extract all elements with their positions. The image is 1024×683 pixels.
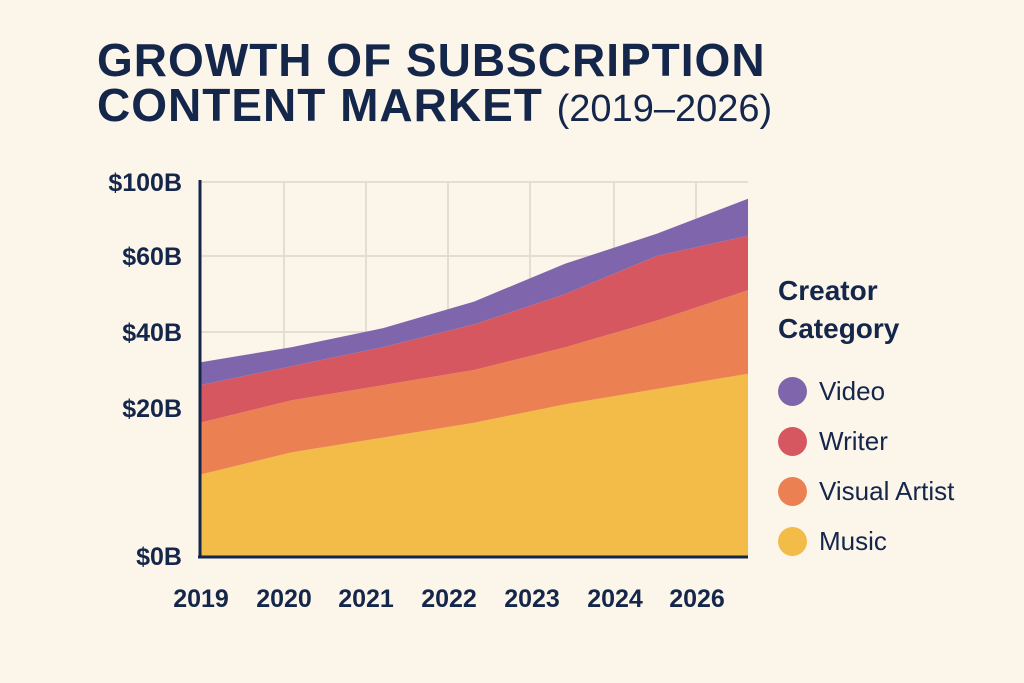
x-tick-label: 2024 bbox=[587, 585, 643, 613]
x-tick-label: 2020 bbox=[256, 585, 312, 613]
stacked-areas bbox=[200, 198, 748, 556]
legend-swatch bbox=[778, 526, 807, 556]
title-years: (2019–2026) bbox=[556, 88, 773, 130]
legend-item-writer: Writer bbox=[778, 416, 954, 466]
title-line-2: CONTENT MARKET (2019–2026) bbox=[97, 82, 773, 132]
title-line-2-main: CONTENT MARKET bbox=[97, 79, 543, 131]
title-line-1: GROWTH OF SUBSCRIPTION bbox=[97, 34, 766, 86]
legend-item-music: Music bbox=[778, 516, 954, 566]
x-tick-label: 2019 bbox=[173, 585, 229, 613]
y-tick-label: $40B bbox=[122, 319, 182, 347]
x-tick-label: 2022 bbox=[421, 585, 477, 613]
axes bbox=[198, 180, 748, 559]
legend-title: Creator Category bbox=[778, 272, 954, 348]
legend-swatch bbox=[778, 376, 807, 406]
x-tick-label: 2026 bbox=[669, 585, 725, 613]
x-tick-labels: 2019 2020 2021 2022 2023 2024 2026 bbox=[173, 585, 725, 613]
legend-item-video: Video bbox=[778, 366, 954, 416]
legend-title-line-1: Creator bbox=[778, 275, 878, 306]
legend-item-visual-artist: Visual Artist bbox=[778, 466, 954, 516]
legend-swatch bbox=[778, 426, 807, 456]
legend-label: Writer bbox=[819, 425, 888, 456]
area-writer bbox=[200, 235, 748, 423]
x-tick-label: 2023 bbox=[504, 585, 560, 613]
legend-title-line-2: Category bbox=[778, 313, 900, 344]
chart-title: GROWTH OF SUBSCRIPTION CONTENT MARKET (2… bbox=[97, 34, 773, 132]
y-tick-labels: $0B $20B $40B $60B $100B bbox=[108, 169, 182, 571]
legend-label: Visual Artist bbox=[819, 475, 955, 506]
y-tick-label: $100B bbox=[108, 169, 182, 197]
legend-label: Music bbox=[819, 525, 887, 556]
area-music bbox=[200, 373, 748, 556]
area-video bbox=[200, 198, 748, 386]
y-tick-label: $20B bbox=[122, 395, 182, 423]
y-tick-label: $60B bbox=[122, 243, 182, 271]
area-visual-artist bbox=[200, 290, 748, 475]
y-tick-label: $0B bbox=[136, 543, 182, 571]
x-tick-label: 2021 bbox=[338, 585, 394, 613]
legend-items: Video Writer Visual Artist Music bbox=[778, 366, 954, 566]
legend: Creator Category Video Writer Visual Artis… bbox=[778, 272, 954, 566]
legend-label: Video bbox=[819, 375, 886, 406]
legend-swatch bbox=[778, 476, 807, 506]
